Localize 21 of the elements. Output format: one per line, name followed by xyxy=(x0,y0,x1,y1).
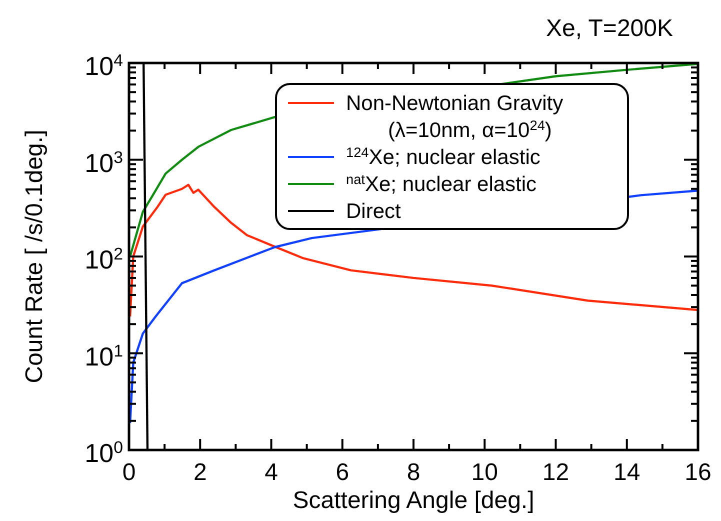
x-tick-label: 2 xyxy=(193,459,207,486)
y-tick-label: 10$^{1}$ xyxy=(84,340,123,372)
x-tick-label: 4 xyxy=(264,459,278,486)
x-tick-label: 10 xyxy=(471,459,498,486)
x-axis-title: Scattering Angle [deg.] xyxy=(292,487,534,514)
y-tick-label: 10$^{2}$ xyxy=(84,244,123,274)
y-tick-label: 10$^{0}$ xyxy=(84,438,123,468)
chart-title: Xe, T=200K xyxy=(546,15,673,42)
x-tick-label: 6 xyxy=(336,459,350,486)
x-tick-label: 8 xyxy=(406,459,420,486)
legend-label: $^{nat}$Xe; nuclear elastic xyxy=(346,172,537,196)
x-tick-label: 12 xyxy=(542,459,570,486)
legend-label: $^{124}$Xe; nuclear elastic xyxy=(346,144,540,169)
legend-label: Direct xyxy=(346,200,402,223)
legend-label: Non-Newtonian Gravity (λ=10nm, α=10$^{24}$) xyxy=(346,92,564,142)
x-tick-label: 0 xyxy=(122,459,136,486)
x-tick-label: 16 xyxy=(684,459,712,486)
y-tick-label: 10$^{4}$ xyxy=(84,50,123,81)
x-tick-label: 14 xyxy=(614,459,640,486)
y-axis-title: Count Rate [ /s/0.1deg.] xyxy=(21,130,48,384)
y-tick-label: 10$^{3}$ xyxy=(84,147,123,178)
